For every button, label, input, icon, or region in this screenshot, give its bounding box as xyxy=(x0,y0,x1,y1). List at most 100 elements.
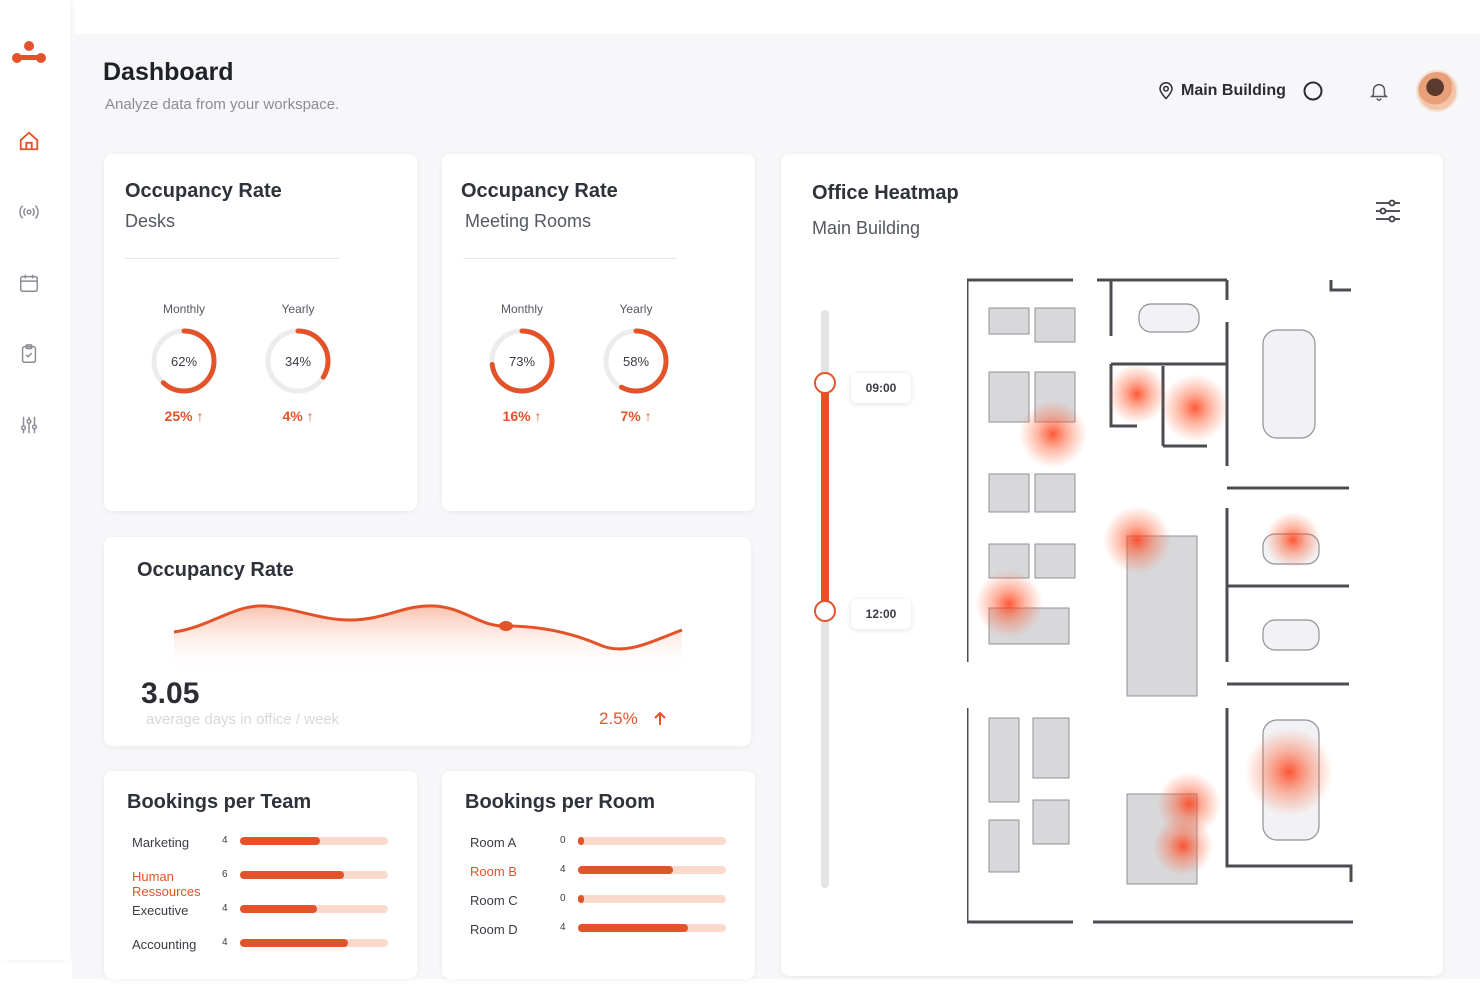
office-heatmap-card: Office Heatmap Main Building 09:00 12:00 xyxy=(781,154,1443,976)
slider-handle-end[interactable] xyxy=(814,600,836,622)
bar-row[interactable]: Executive 4 xyxy=(132,903,394,933)
building-name: Main Building xyxy=(1181,82,1286,99)
floor-plan xyxy=(967,278,1353,924)
bar-track xyxy=(240,871,388,879)
sidebar-item-tasks[interactable] xyxy=(16,341,42,367)
gauge-change: 25% ↑ xyxy=(149,408,219,424)
building-selector[interactable]: Main Building xyxy=(1157,80,1324,102)
bar-track xyxy=(240,905,388,913)
gauge-monthly: Monthly 73% 16% ↑ xyxy=(487,302,557,424)
logo xyxy=(12,41,46,63)
heatspot xyxy=(1019,400,1087,468)
bar-track xyxy=(240,939,388,947)
slider-range xyxy=(821,384,829,610)
arrow-up-icon xyxy=(654,711,666,725)
bookings-per-team-card: Bookings per Team Marketing 4 Human Ressou… xyxy=(104,771,417,979)
desks-occupancy-card: Occupancy Rate Desks Monthly 62% 25% ↑ Y… xyxy=(104,154,417,511)
sidebar-item-settings[interactable] xyxy=(16,412,42,438)
sidebar xyxy=(0,0,70,960)
bar-count: 4 xyxy=(222,835,228,846)
sidebar-item-sensors[interactable] xyxy=(16,199,42,225)
gauge-change-value: 4% xyxy=(282,408,303,424)
arrow-up-icon: ↑ xyxy=(196,408,204,424)
gauge-change: 16% ↑ xyxy=(487,408,557,424)
bar-track xyxy=(240,837,388,845)
gauge-period: Monthly xyxy=(162,302,206,316)
gauge-change: 7% ↑ xyxy=(601,408,671,424)
occupancy-trend-card: Occupancy Rate 3.05 average days in offi… xyxy=(104,537,751,746)
bar-row[interactable]: Room C 0 xyxy=(470,893,732,923)
bar-row[interactable]: Room D 4 xyxy=(470,922,732,952)
gauge-ring: 34% xyxy=(265,328,331,394)
gauge-ring: 73% xyxy=(489,328,555,394)
bar-row[interactable]: Room B 4 xyxy=(470,864,732,894)
sliders-icon xyxy=(20,416,38,434)
main-content: Dashboard Analyze data from your workspa… xyxy=(72,34,1480,979)
bar-label: Room A xyxy=(470,835,517,850)
occupancy-trend: 2.5% xyxy=(599,709,668,729)
heatspot xyxy=(1265,512,1321,568)
gauge-period: Yearly xyxy=(619,302,653,316)
divider xyxy=(463,258,677,259)
bar-label: Room C xyxy=(470,893,518,908)
card-title: Occupancy Rate xyxy=(461,180,618,202)
bar-fill xyxy=(240,871,344,879)
bar-track xyxy=(578,924,726,932)
bar-label: Room D xyxy=(470,922,518,937)
card-subtitle: Main Building xyxy=(812,218,921,238)
arrow-up-icon: ↑ xyxy=(306,408,314,424)
user-avatar[interactable] xyxy=(1416,70,1458,112)
bar-count: 4 xyxy=(222,937,228,948)
card-subtitle: Desks xyxy=(125,211,176,231)
heatspot xyxy=(1245,728,1333,816)
heatspot xyxy=(1107,364,1167,424)
heatspot xyxy=(1161,374,1229,442)
bar-row[interactable]: Accounting 4 xyxy=(132,937,394,967)
start-time-label: 09:00 xyxy=(851,373,911,403)
heatspot xyxy=(975,570,1043,638)
bar-track xyxy=(578,837,726,845)
bar-fill xyxy=(240,905,317,913)
gauge-value: 62% xyxy=(171,354,197,369)
bar-row[interactable]: Marketing 4 xyxy=(132,835,394,865)
bar-count: 6 xyxy=(222,869,228,880)
notification-bell-icon[interactable] xyxy=(1368,80,1390,102)
bar-fill xyxy=(578,924,688,932)
bar-count: 4 xyxy=(560,864,566,875)
bar-label: Accounting xyxy=(132,937,197,952)
avg-days-caption: average days in office / week xyxy=(146,711,340,728)
time-range-slider[interactable] xyxy=(814,304,836,894)
bar-row[interactable]: Room A 0 xyxy=(470,835,732,865)
bar-count: 4 xyxy=(560,922,566,933)
clipboard-icon xyxy=(21,344,37,363)
gauge-value: 58% xyxy=(623,354,649,369)
arrow-up-icon: ↑ xyxy=(644,408,652,424)
home-icon xyxy=(19,131,39,151)
page-subtitle: Analyze data from your workspace. xyxy=(105,96,340,113)
gauge-ring: 58% xyxy=(603,328,669,394)
bar-label: Executive xyxy=(132,903,189,918)
filter-settings-icon[interactable] xyxy=(1373,198,1403,224)
heatspot xyxy=(1153,816,1213,876)
sidebar-item-calendar[interactable] xyxy=(16,270,42,296)
heatspot xyxy=(1103,506,1171,574)
gauge-value: 34% xyxy=(285,354,311,369)
bar-row[interactable]: Human Ressources 6 xyxy=(132,869,394,899)
bar-track xyxy=(578,866,726,874)
gauge-yearly: Yearly 58% 7% ↑ xyxy=(601,302,671,424)
trend-value: 2.5% xyxy=(599,709,638,728)
gauge-period: Monthly xyxy=(500,302,544,316)
bar-fill xyxy=(240,939,349,947)
gauge-change-value: 7% xyxy=(620,408,641,424)
slider-handle-start[interactable] xyxy=(814,372,836,394)
bar-track xyxy=(578,895,726,903)
bar-label: Marketing xyxy=(132,835,190,850)
card-title: Bookings per Team xyxy=(127,791,312,813)
gauge-ring: 62% xyxy=(151,328,217,394)
card-title: Bookings per Room xyxy=(465,791,656,813)
gauge-change-value: 25% xyxy=(164,408,193,424)
bar-count: 4 xyxy=(222,903,228,914)
sidebar-item-home[interactable] xyxy=(16,128,42,154)
sensor-icon xyxy=(19,205,39,219)
